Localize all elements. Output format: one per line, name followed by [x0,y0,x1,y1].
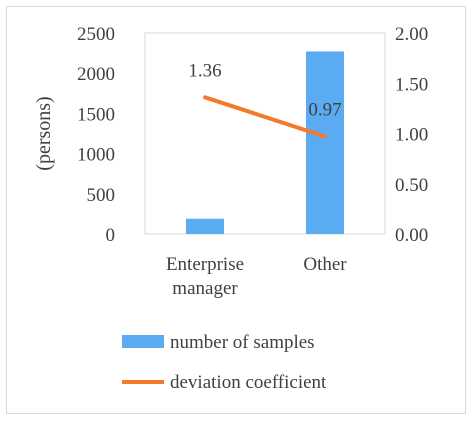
bar [306,51,344,234]
plot-border [144,32,386,235]
legend: number of samples deviation coefficient [122,332,327,393]
right-tick-label: 0.50 [395,175,428,196]
legend-line-label: deviation coefficient [170,372,327,393]
legend-bar-label: number of samples [170,332,315,353]
plot-area [144,32,386,235]
right-tick-label: 0.00 [395,225,428,246]
right-axis: 0.00 0.50 1.00 1.50 2.00 [395,24,428,246]
line-data-label: 0.97 [308,100,341,121]
left-axis: 0 500 1000 1500 2000 2500 (persons) [33,24,115,246]
line-path [203,95,327,139]
line-data-label: 1.36 [188,60,221,81]
x-tick-label: Other [303,254,347,275]
legend-bar-swatch [122,335,164,348]
line-series: 1.36 0.97 [188,60,342,139]
left-tick-label: 500 [87,185,116,206]
bar [186,218,224,234]
x-tick-label: Enterprise manager [166,254,244,299]
left-tick-label: 0 [106,225,116,246]
left-tick-label: 2500 [77,24,115,45]
left-tick-label: 1500 [77,104,115,125]
right-tick-label: 2.00 [395,24,428,45]
bar-series [186,51,344,234]
x-axis: Enterprise manager Other [166,254,347,299]
right-tick-label: 1.50 [395,74,428,95]
left-tick-label: 2000 [77,64,115,85]
left-axis-label: (persons) [33,96,55,170]
chart-frame [6,6,466,414]
right-tick-label: 1.00 [395,125,428,146]
left-tick-label: 1000 [77,145,115,166]
